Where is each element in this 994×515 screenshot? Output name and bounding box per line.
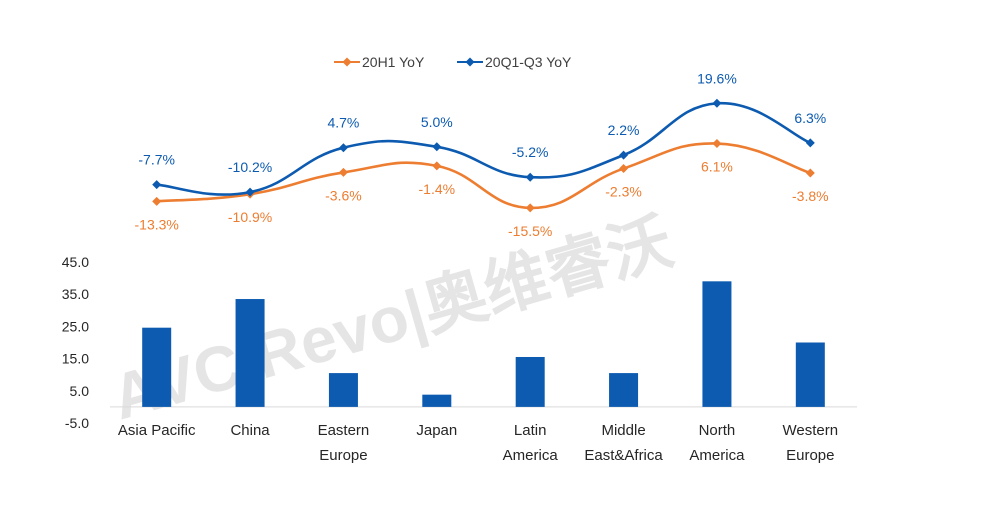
data-label-0: -1.4% [419,181,456,197]
data-label-0: -10.9% [228,209,272,225]
data-label-0: -3.8% [792,188,829,204]
series-marker-1 [338,143,348,153]
category-label: North [699,422,736,439]
category-label: Eastern [318,422,370,439]
y-tick-label: -5.0 [65,415,89,431]
legend: 20H1 YoY 20Q1-Q3 YoY [334,54,572,70]
series-marker-0 [525,203,535,213]
series-marker-0 [338,167,348,177]
legend-entry-0: 20H1 YoY [362,54,425,70]
data-label-1: 19.6% [697,70,737,86]
category-label: Europe [786,447,834,464]
category-label: East&Africa [584,447,663,464]
series-line-0 [156,142,811,210]
series-marker-1 [525,172,535,182]
y-axis: 45.0 35.0 25.0 15.0 5.0 -5.0 [62,254,857,431]
category-label: China [230,422,270,439]
data-label-0: -13.3% [135,216,179,232]
series-marker-1 [619,150,629,160]
series-marker-1 [152,180,162,190]
category-label: Europe [319,447,367,464]
bar [235,299,265,407]
legend-marker-0 [342,57,352,67]
data-label-1: -7.7% [138,152,175,168]
data-label-1: 2.2% [608,122,640,138]
legend-marker-1 [465,57,475,67]
category-label: Latin [514,422,547,439]
y-tick-label: 35.0 [62,286,89,302]
bar [609,373,639,407]
bar-series [142,281,825,407]
bar [515,356,545,407]
category-label: Asia Pacific [118,422,196,439]
series-marker-1 [712,98,722,108]
y-tick-label: 45.0 [62,254,89,270]
bar [142,327,172,407]
series-marker-0 [805,168,815,178]
x-axis: Asia Pacific China Eastern Europe Japan Latin… [118,422,838,464]
category-label: America [503,447,559,464]
series-marker-0 [152,196,162,206]
category-label: Japan [416,422,457,439]
data-label-0: -2.3% [605,184,642,200]
category-label: Western [783,422,839,439]
data-label-1: 5.0% [421,114,453,130]
bar [795,342,825,407]
data-label-1: -5.2% [512,144,549,160]
data-label-0: 6.1% [701,159,733,175]
data-label-0: -15.5% [508,223,552,239]
watermark: AVC Revo|奥维睿沃 [104,205,680,435]
data-label-1: 4.7% [327,115,359,131]
bar [422,394,452,407]
legend-entry-1: 20Q1-Q3 YoY [485,54,572,70]
category-label: America [689,447,745,464]
series-marker-1 [432,142,442,152]
series-line-1 [156,101,811,196]
series-marker-1 [245,187,255,197]
y-tick-label: 5.0 [70,383,90,399]
series-marker-0 [619,164,629,174]
data-label-1: 6.3% [794,110,826,126]
series-marker-1 [805,138,815,148]
series-marker-0 [712,139,722,149]
data-label-0: -3.6% [325,187,362,203]
bar [702,281,732,407]
line-series [152,98,815,213]
watermark-text: AVC Revo|奥维睿沃 [104,205,680,435]
series-marker-0 [432,161,442,171]
data-labels: -13.3% -10.9% -3.6% -1.4% -15.5% -2.3% 6.1% -3.… [135,70,829,239]
y-tick-label: 25.0 [62,318,89,334]
bar [328,373,358,407]
category-label: Middle [601,422,645,439]
data-label-1: -10.2% [228,159,272,175]
y-tick-label: 15.0 [62,351,89,367]
